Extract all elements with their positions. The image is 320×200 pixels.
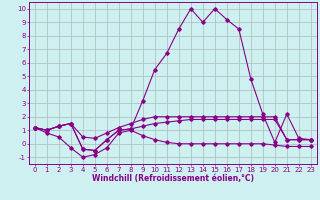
X-axis label: Windchill (Refroidissement éolien,°C): Windchill (Refroidissement éolien,°C)	[92, 174, 254, 183]
